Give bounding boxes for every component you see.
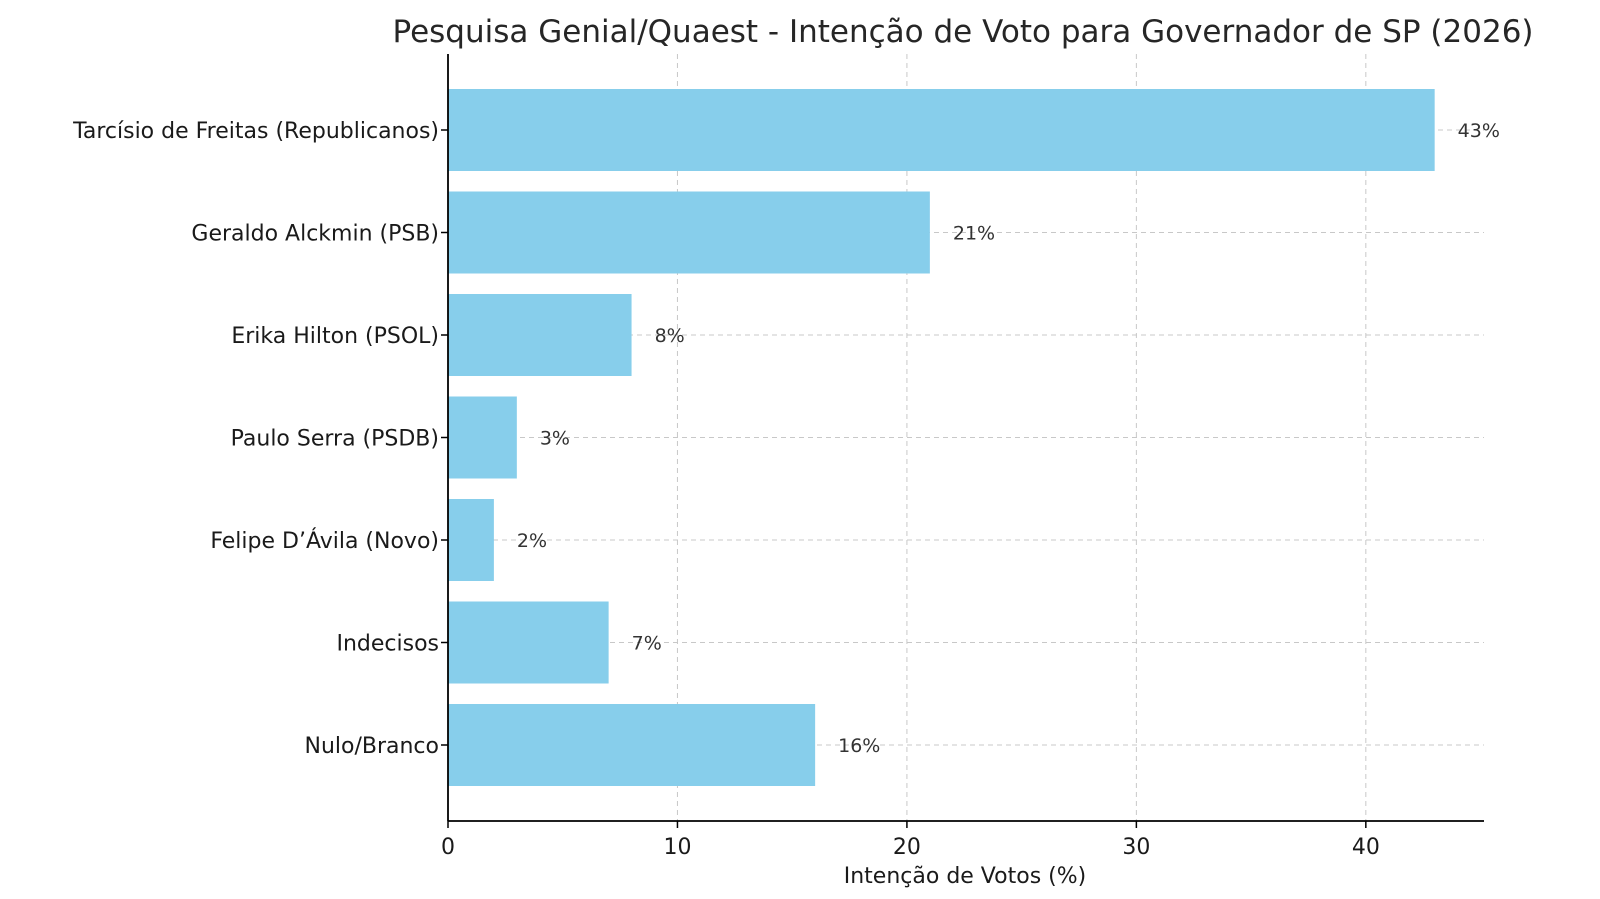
bar-value-label: 2%	[517, 530, 547, 552]
category-label: Felipe D’Ávila (Novo)	[210, 528, 439, 554]
bar	[448, 294, 632, 376]
x-tick-label: 0	[441, 835, 455, 860]
bars	[448, 89, 1435, 786]
x-tick-label: 40	[1352, 835, 1380, 860]
bar	[448, 704, 816, 786]
bar-value-label: 7%	[632, 633, 662, 655]
x-tick-label: 10	[663, 835, 691, 860]
bar-value-label: 8%	[655, 325, 685, 347]
bar-value-label: 16%	[838, 735, 880, 757]
bar	[448, 601, 609, 684]
bar-value-label: 21%	[953, 223, 995, 245]
category-label: Paulo Serra (PSDB)	[231, 427, 439, 452]
bar	[448, 191, 930, 274]
bar	[448, 499, 494, 581]
category-label: Erika Hilton (PSOL)	[231, 324, 439, 349]
x-axis-label: Intenção de Votos (%)	[844, 864, 1086, 889]
x-tick-label: 30	[1122, 835, 1150, 860]
axis-ticks: 0 10 20 30 40 Tarcísio de Freitas (Republican…	[72, 119, 1380, 860]
category-label: Indecisos	[336, 632, 439, 657]
bar-value-label: 43%	[1458, 120, 1500, 142]
data-labels: 43% 21% 8% 3% 2% 7% 16%	[517, 120, 1500, 757]
category-label: Geraldo Alckmin (PSB)	[191, 222, 439, 247]
x-tick-label: 20	[893, 835, 921, 860]
bar	[448, 89, 1435, 171]
bar	[448, 396, 517, 479]
category-label: Tarcísio de Freitas (Republicanos)	[72, 119, 439, 144]
chart-title: Pesquisa Genial/Quaest - Intenção de Vot…	[392, 14, 1533, 50]
bar-value-label: 3%	[540, 428, 570, 450]
category-label: Nulo/Branco	[304, 734, 439, 759]
